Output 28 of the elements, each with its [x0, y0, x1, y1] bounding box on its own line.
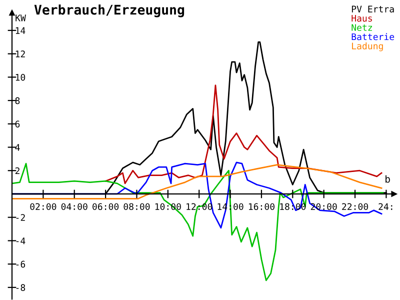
y-tick-label: 6 [15, 120, 20, 128]
x-tick-label: 08:00 [124, 203, 150, 210]
y-tick-label: 14 [16, 27, 26, 34]
y-tick-label: 12 [16, 50, 25, 58]
annotation: b [386, 175, 390, 183]
line-series [12, 164, 382, 200]
y-tick-label: -8 [16, 284, 26, 291]
text: Netz [352, 24, 372, 31]
text: Ladung [352, 42, 383, 52]
x-tick-label: 04:00 [61, 203, 88, 210]
y-tick-label: 8 [15, 97, 20, 104]
chart-title: Verbrauch/Erzeugung [34, 4, 184, 18]
x-tick-label: 16:00 [248, 203, 274, 210]
y-axis-title: KW [16, 14, 26, 22]
text: PV Ertra [352, 6, 394, 12]
x-tick-label: 24: [378, 203, 392, 210]
y-tick-label: -6 [16, 260, 26, 268]
x-tick-label: 06:00 [92, 203, 119, 210]
y-tick-label: 4 [15, 144, 20, 151]
y-tick-label: -4 [16, 238, 26, 244]
text: Batterie [352, 33, 394, 40]
y-tick-label: 2 [15, 167, 20, 174]
y-tick-label: -2 [16, 214, 25, 221]
x-tick-label: 02:00 [30, 203, 56, 210]
y-tick-label: 10 [16, 74, 26, 81]
x-tick-label: 22:00 [342, 203, 368, 210]
text: Haus [352, 14, 372, 22]
line-series [104, 84, 382, 184]
